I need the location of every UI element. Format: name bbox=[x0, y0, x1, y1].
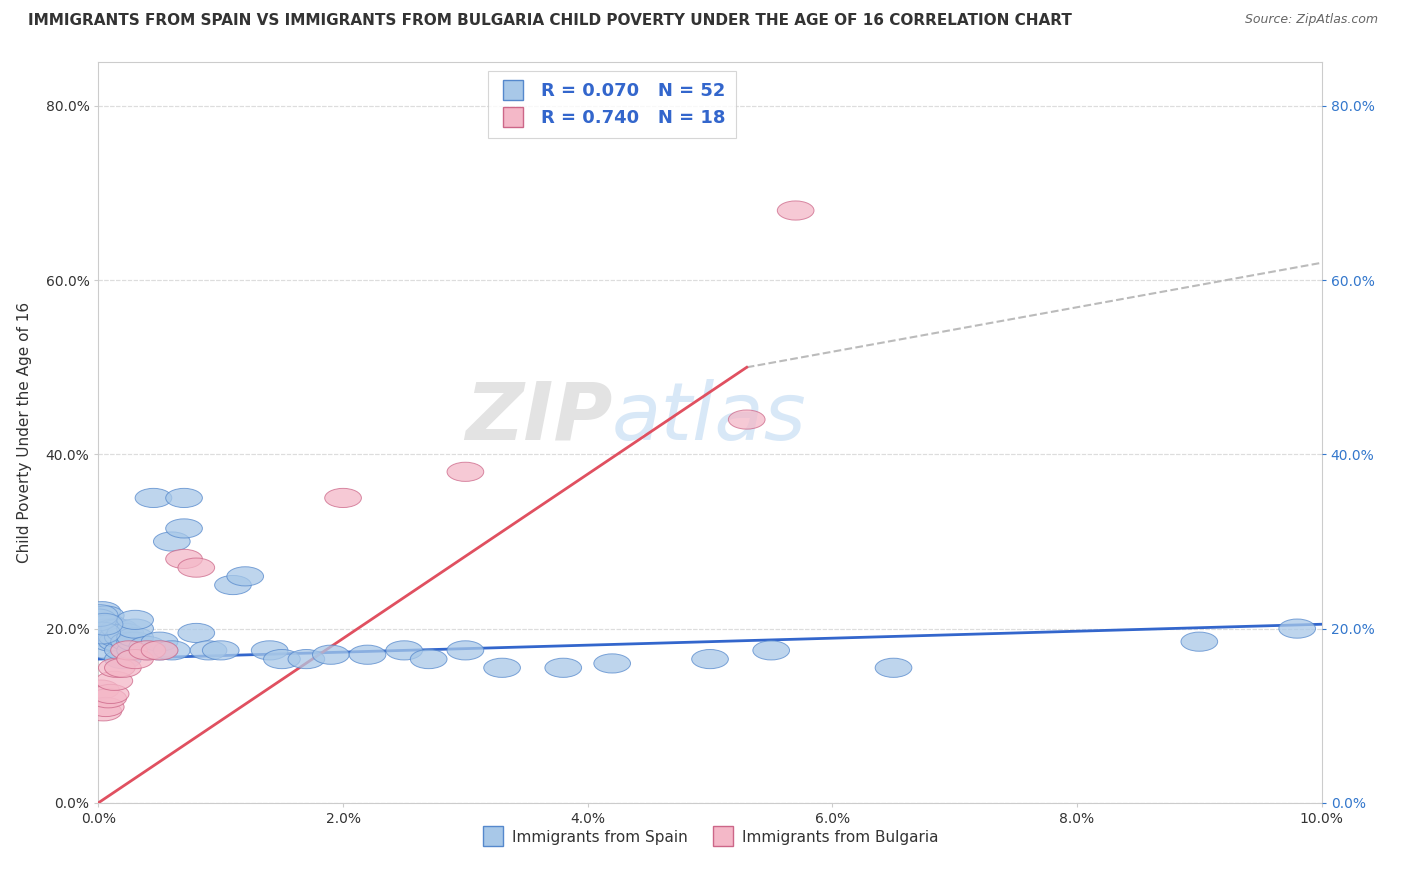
Ellipse shape bbox=[86, 614, 122, 635]
Ellipse shape bbox=[87, 606, 124, 625]
Ellipse shape bbox=[104, 649, 141, 669]
Ellipse shape bbox=[117, 649, 153, 669]
Ellipse shape bbox=[546, 658, 582, 677]
Ellipse shape bbox=[153, 532, 190, 551]
Ellipse shape bbox=[263, 649, 301, 669]
Ellipse shape bbox=[385, 640, 423, 660]
Ellipse shape bbox=[153, 640, 190, 660]
Ellipse shape bbox=[117, 628, 153, 647]
Ellipse shape bbox=[87, 698, 124, 716]
Ellipse shape bbox=[98, 632, 135, 651]
Ellipse shape bbox=[107, 624, 143, 642]
Ellipse shape bbox=[104, 628, 141, 647]
Ellipse shape bbox=[117, 610, 153, 630]
Ellipse shape bbox=[875, 658, 912, 677]
Ellipse shape bbox=[202, 640, 239, 660]
Ellipse shape bbox=[82, 605, 118, 626]
Ellipse shape bbox=[117, 640, 153, 660]
Ellipse shape bbox=[288, 649, 325, 669]
Ellipse shape bbox=[252, 640, 288, 660]
Ellipse shape bbox=[692, 649, 728, 669]
Ellipse shape bbox=[104, 658, 141, 677]
Ellipse shape bbox=[1279, 619, 1316, 638]
Ellipse shape bbox=[778, 201, 814, 220]
Ellipse shape bbox=[104, 640, 141, 660]
Ellipse shape bbox=[447, 462, 484, 482]
Ellipse shape bbox=[90, 689, 127, 708]
Ellipse shape bbox=[86, 628, 122, 647]
Text: ZIP: ZIP bbox=[465, 379, 612, 457]
Ellipse shape bbox=[111, 640, 148, 660]
Ellipse shape bbox=[190, 640, 226, 660]
Ellipse shape bbox=[166, 488, 202, 508]
Ellipse shape bbox=[96, 672, 132, 690]
Ellipse shape bbox=[141, 640, 179, 660]
Ellipse shape bbox=[135, 488, 172, 508]
Ellipse shape bbox=[98, 658, 135, 677]
Ellipse shape bbox=[447, 640, 484, 660]
Ellipse shape bbox=[166, 519, 202, 538]
Ellipse shape bbox=[484, 658, 520, 677]
Ellipse shape bbox=[93, 632, 129, 651]
Ellipse shape bbox=[129, 640, 166, 660]
Text: atlas: atlas bbox=[612, 379, 807, 457]
Ellipse shape bbox=[117, 632, 153, 651]
Ellipse shape bbox=[141, 640, 179, 660]
Ellipse shape bbox=[325, 488, 361, 508]
Legend: Immigrants from Spain, Immigrants from Bulgaria: Immigrants from Spain, Immigrants from B… bbox=[475, 823, 945, 851]
Ellipse shape bbox=[90, 615, 127, 634]
Ellipse shape bbox=[349, 645, 385, 665]
Ellipse shape bbox=[215, 575, 252, 595]
Ellipse shape bbox=[89, 619, 125, 638]
Ellipse shape bbox=[593, 654, 630, 673]
Ellipse shape bbox=[1181, 632, 1218, 651]
Ellipse shape bbox=[80, 609, 117, 631]
Ellipse shape bbox=[752, 640, 790, 660]
Ellipse shape bbox=[83, 680, 120, 699]
Text: Source: ZipAtlas.com: Source: ZipAtlas.com bbox=[1244, 13, 1378, 27]
Ellipse shape bbox=[94, 624, 131, 642]
Ellipse shape bbox=[84, 622, 121, 644]
Ellipse shape bbox=[96, 619, 132, 638]
Ellipse shape bbox=[166, 549, 202, 568]
Ellipse shape bbox=[312, 645, 349, 665]
Ellipse shape bbox=[101, 619, 138, 638]
Ellipse shape bbox=[129, 636, 166, 656]
Ellipse shape bbox=[141, 632, 179, 651]
Ellipse shape bbox=[117, 619, 153, 638]
Ellipse shape bbox=[84, 702, 122, 721]
Ellipse shape bbox=[93, 640, 129, 660]
Ellipse shape bbox=[111, 632, 148, 651]
Ellipse shape bbox=[98, 628, 135, 647]
Ellipse shape bbox=[179, 624, 215, 642]
Ellipse shape bbox=[728, 410, 765, 429]
Ellipse shape bbox=[226, 566, 263, 586]
Ellipse shape bbox=[179, 558, 215, 577]
Y-axis label: Child Poverty Under the Age of 16: Child Poverty Under the Age of 16 bbox=[17, 302, 31, 563]
Text: IMMIGRANTS FROM SPAIN VS IMMIGRANTS FROM BULGARIA CHILD POVERTY UNDER THE AGE OF: IMMIGRANTS FROM SPAIN VS IMMIGRANTS FROM… bbox=[28, 13, 1071, 29]
Ellipse shape bbox=[84, 601, 121, 621]
Ellipse shape bbox=[411, 649, 447, 669]
Ellipse shape bbox=[93, 684, 129, 704]
Ellipse shape bbox=[129, 640, 166, 660]
